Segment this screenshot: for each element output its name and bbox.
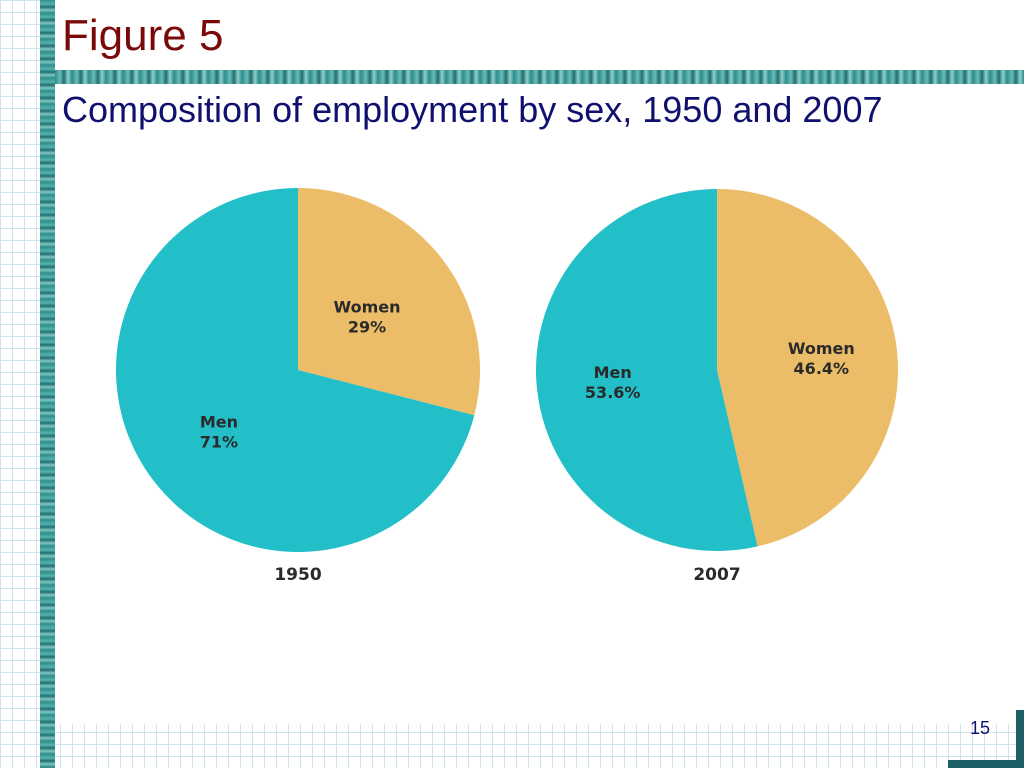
pie-1950-slice-men [116,188,475,552]
figure-label: Figure 5 [62,11,224,60]
title-area [55,84,1024,134]
pie-2007-slice-women [717,189,899,547]
pie-caption-1950: 1950 [274,565,321,585]
page-number: 15 [970,718,991,738]
pie-2007-value-men: 53.6% [585,383,641,402]
corner-decoration [1016,710,1024,768]
left-decorative-bar [40,0,55,768]
header-area [55,0,1024,70]
pie-2007-slice-men [536,189,758,551]
pie-2007-label-men: Men [594,363,632,382]
header-divider [55,70,1024,84]
pie-caption-2007: 2007 [693,565,740,585]
chart-title: Composition of employment by sex, 1950 a… [62,89,883,130]
pie-2007-value-women: 46.4% [794,359,850,378]
pie-1950-slice-women [298,188,480,416]
pie-1950-label-women: Women [334,297,401,316]
pie-2007-label-women: Women [788,339,855,358]
pie-1950-value-men: 71% [200,432,238,451]
pie-1950-value-women: 29% [348,317,386,336]
pie-1950-label-men: Men [200,412,238,431]
corner-decoration-bottom [948,760,1024,768]
